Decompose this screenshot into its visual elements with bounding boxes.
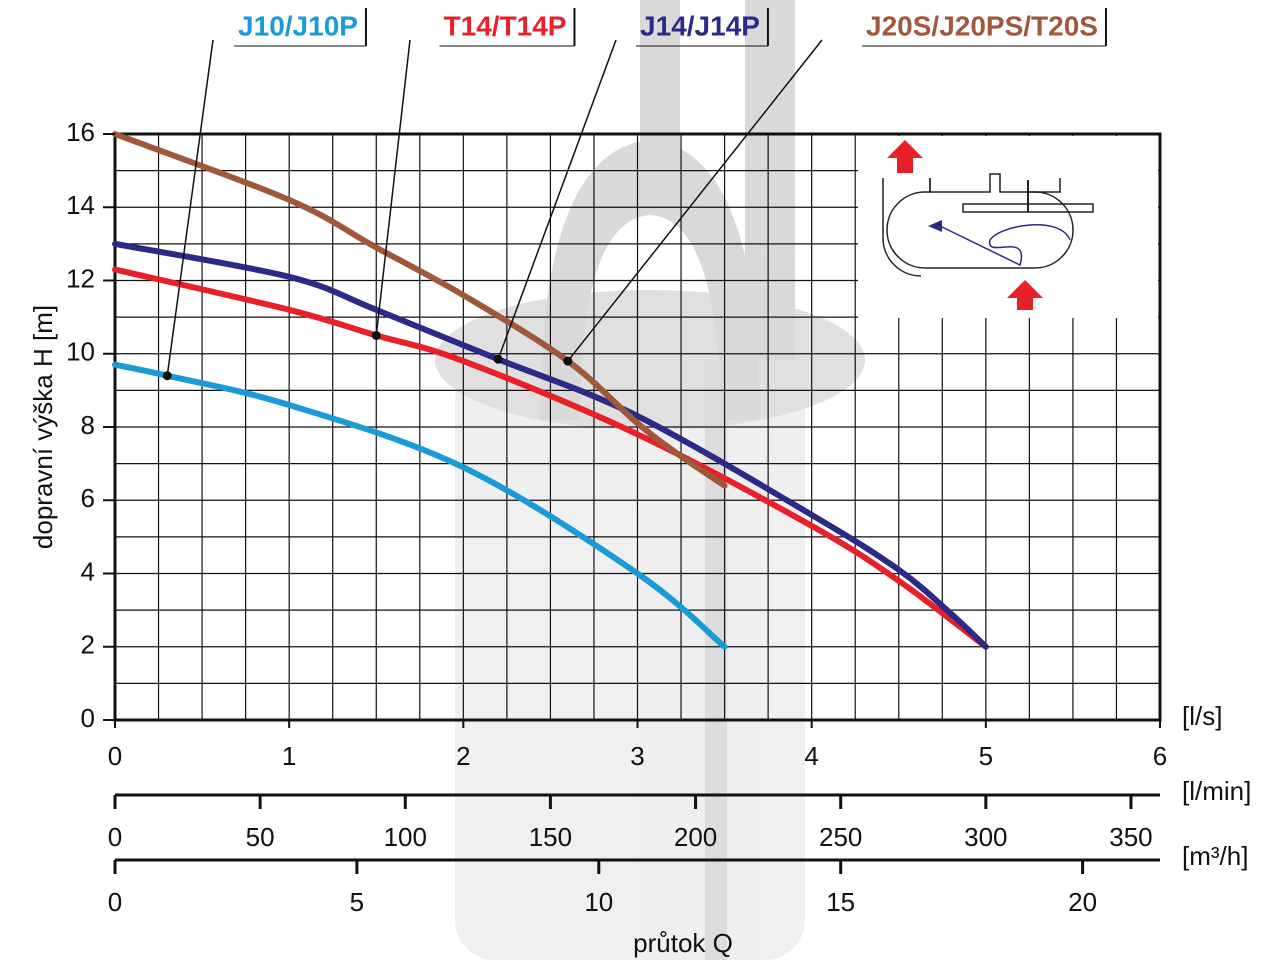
series-line xyxy=(112,361,728,650)
x2-tick-label: 50 xyxy=(246,822,275,852)
x2-tick-label: 250 xyxy=(819,822,862,852)
y-tick-label: 10 xyxy=(66,337,95,367)
legend-label: J10/J10P xyxy=(238,10,358,41)
series-line xyxy=(112,131,728,489)
x-tick-label: 6 xyxy=(1153,741,1167,771)
x-axis-title: průtok Q xyxy=(633,928,733,958)
x-unit: [l/s] xyxy=(1182,701,1222,731)
x-tick-label: 0 xyxy=(108,741,122,771)
x3-tick-label: 5 xyxy=(350,887,364,917)
inset-diagram xyxy=(858,136,1158,318)
x-tick-label: 5 xyxy=(979,741,993,771)
x-tick-label: 3 xyxy=(630,741,644,771)
x2-tick-label: 100 xyxy=(384,822,427,852)
x2-unit: [l/min] xyxy=(1182,776,1251,806)
x2-tick-label: 350 xyxy=(1109,822,1152,852)
legend-label: J14/J14P xyxy=(640,10,760,41)
x-tick-label: 2 xyxy=(456,741,470,771)
leader-line xyxy=(497,39,617,360)
x-tick-label: 1 xyxy=(282,741,296,771)
y-tick-label: 4 xyxy=(81,556,95,586)
x2-tick-label: 300 xyxy=(964,822,1007,852)
y-tick-label: 14 xyxy=(66,190,95,220)
label-marker xyxy=(162,371,172,381)
label-marker xyxy=(563,356,573,366)
x2-tick-label: 150 xyxy=(529,822,572,852)
y-tick-label: 16 xyxy=(66,117,95,147)
x-tick-label: 4 xyxy=(804,741,818,771)
leader-line xyxy=(166,39,214,376)
label-marker xyxy=(493,354,503,364)
leader-line xyxy=(567,39,823,362)
y-tick-label: 8 xyxy=(81,410,95,440)
x2-tick-label: 0 xyxy=(108,822,122,852)
legend-label: J20S/J20PS/T20S xyxy=(866,10,1098,41)
label-marker xyxy=(371,330,381,340)
x2-tick-label: 200 xyxy=(674,822,717,852)
y-tick-label: 0 xyxy=(81,703,95,733)
curves xyxy=(112,131,989,650)
y-axis-title: dopravní výška H [m] xyxy=(28,305,58,549)
legend-label: T14/T14P xyxy=(444,10,567,41)
x3-tick-label: 20 xyxy=(1068,887,1097,917)
x3-tick-label: 10 xyxy=(584,887,613,917)
x3-unit: [m³/h] xyxy=(1182,841,1248,871)
series-line xyxy=(112,266,989,650)
background-pump xyxy=(435,0,865,960)
x3-tick-label: 0 xyxy=(108,887,122,917)
y-tick-label: 12 xyxy=(66,263,95,293)
leader-line xyxy=(375,39,411,336)
y-tick-label: 2 xyxy=(81,630,95,660)
x3-tick-label: 15 xyxy=(826,887,855,917)
y-tick-label: 6 xyxy=(81,483,95,513)
